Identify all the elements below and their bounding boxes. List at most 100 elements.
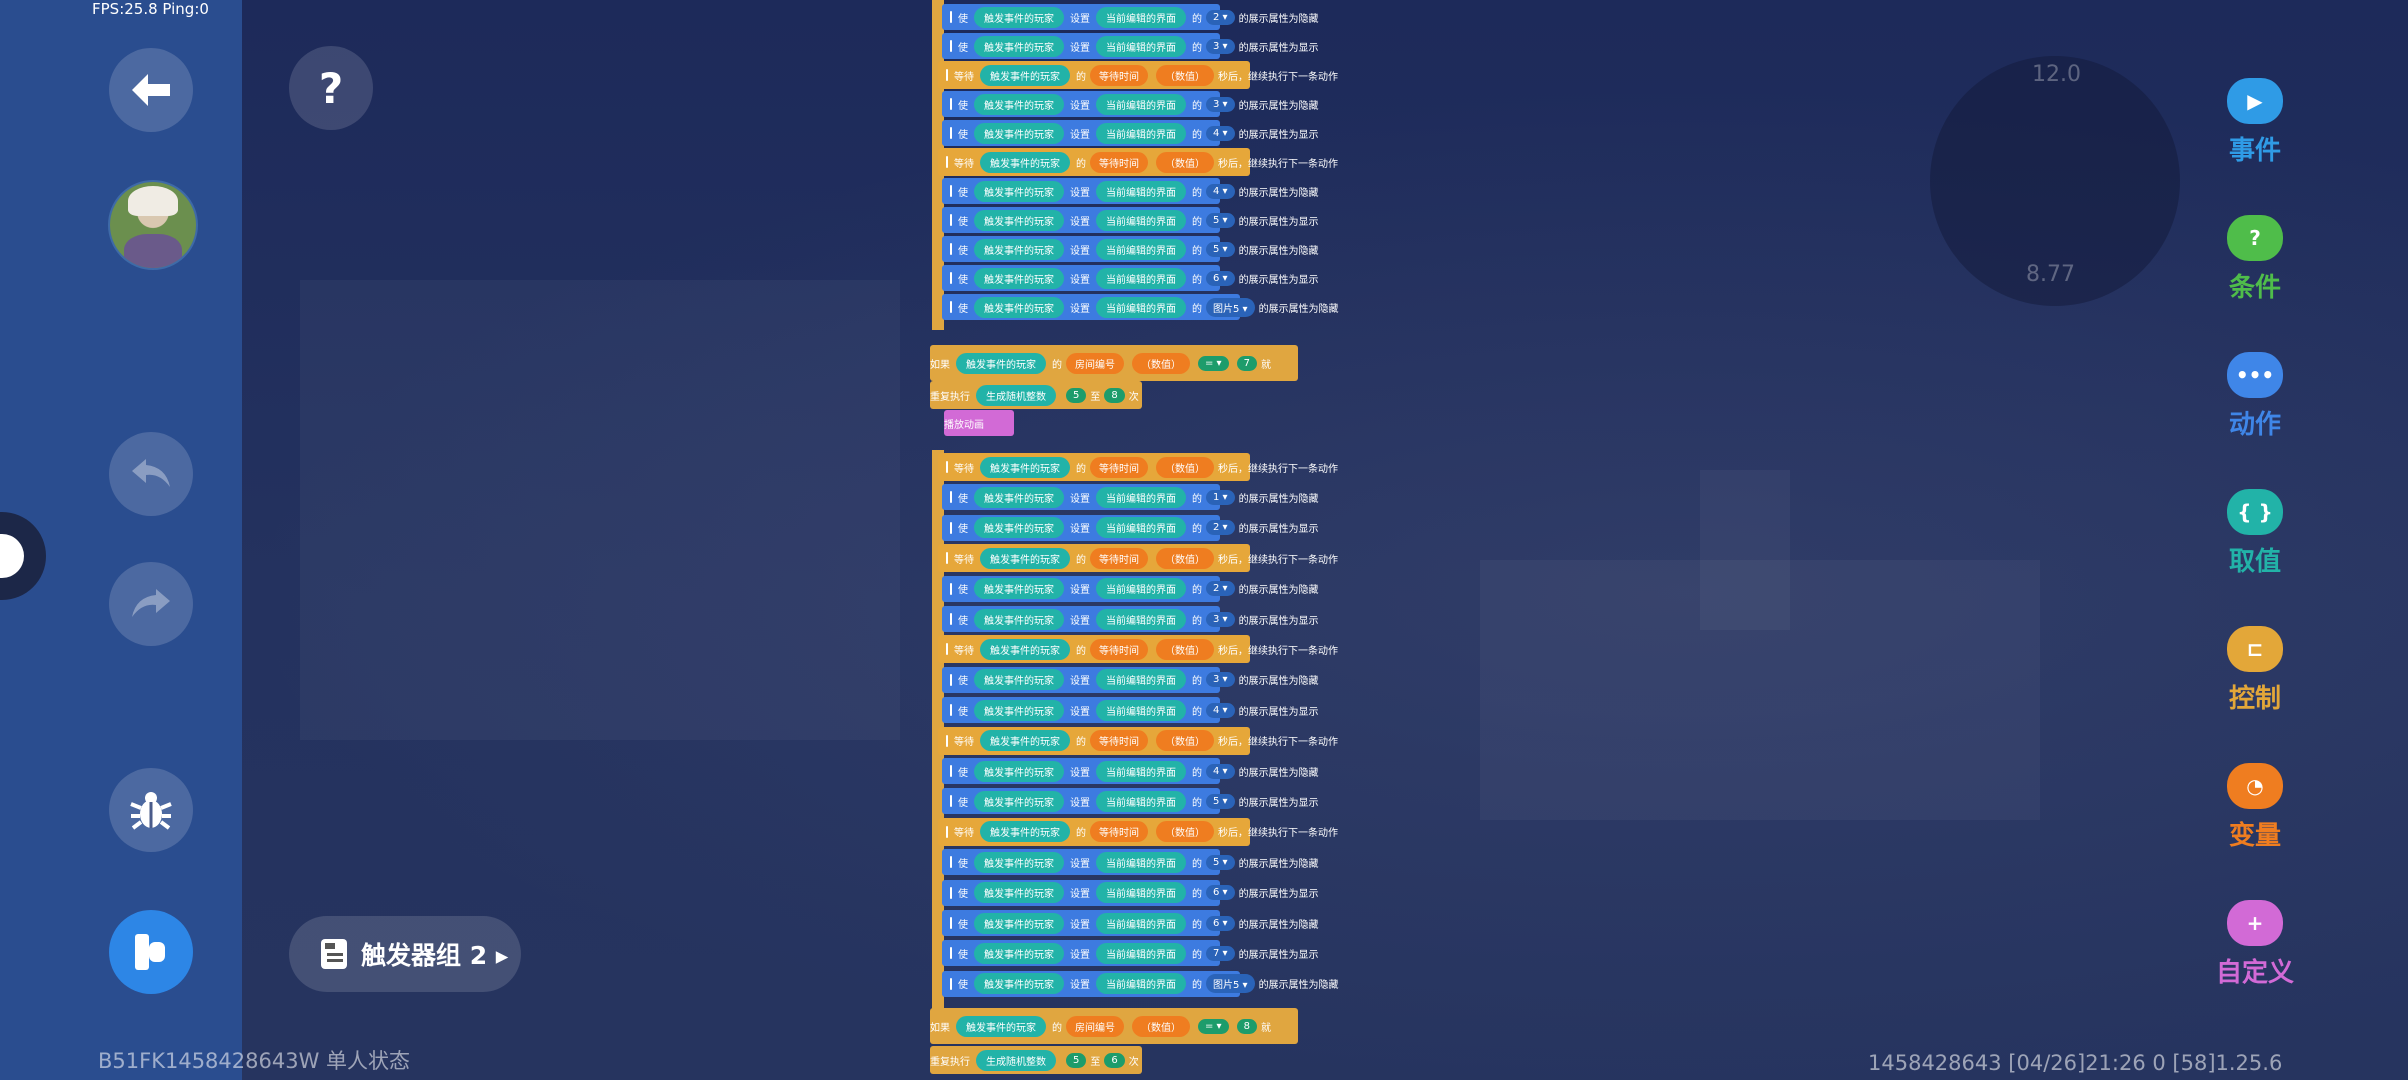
element-dropdown[interactable]: 4 ▾ (1206, 763, 1235, 779)
wait-block[interactable]: 等待 触发事件的玩家的等待时间 （数值） 秒后，继续执行下一条动作 (938, 635, 1338, 664)
set-visibility-block[interactable]: 使触发事件的玩家 设置 当前编辑的界面的 2 ▾ 的展示属性为隐藏 (942, 4, 1319, 30)
element-dropdown[interactable]: 6 ▾ (1206, 885, 1235, 901)
property-slot[interactable]: 等待时间 (1090, 638, 1148, 660)
player-slot[interactable]: 触发事件的玩家 (974, 517, 1064, 539)
player-slot[interactable]: 触发事件的玩家 (956, 352, 1046, 374)
ui-slot[interactable]: 当前编辑的界面 (1096, 760, 1186, 782)
player-slot[interactable]: 触发事件的玩家 (974, 790, 1064, 812)
element-dropdown[interactable]: 1 ▾ (1206, 489, 1235, 505)
room-slot[interactable]: 房间编号 (1066, 352, 1124, 374)
element-dropdown[interactable]: 5 ▾ (1206, 212, 1235, 228)
ui-slot[interactable]: 当前编辑的界面 (1096, 517, 1186, 539)
property-slot[interactable]: 等待时间 (1090, 151, 1148, 173)
number-slot[interactable]: （数值） (1156, 730, 1214, 752)
run-button[interactable] (109, 910, 193, 994)
minimap[interactable]: 12.0 8.77 (1930, 56, 2180, 306)
category-2[interactable]: ••• 动作 (2200, 352, 2310, 441)
element-dropdown[interactable]: 3 ▾ (1206, 672, 1235, 688)
wait-block[interactable]: 等待 触发事件的玩家的等待时间 （数值） 秒后，继续执行下一条动作 (938, 726, 1338, 755)
set-visibility-block[interactable]: 使触发事件的玩家 设置 当前编辑的界面的图片5 ▾ 的展示属性为隐藏 (942, 294, 1339, 320)
element-dropdown[interactable]: 图片5 ▾ (1206, 297, 1255, 317)
set-visibility-block[interactable]: 使触发事件的玩家 设置 当前编辑的界面的 4 ▾ 的展示属性为显示 (942, 120, 1319, 146)
player-slot[interactable]: 触发事件的玩家 (974, 35, 1064, 57)
ui-slot[interactable]: 当前编辑的界面 (1096, 122, 1186, 144)
ui-slot[interactable]: 当前编辑的界面 (1096, 180, 1186, 202)
wait-block[interactable]: 等待 触发事件的玩家的等待时间 （数值） 秒后，继续执行下一条动作 (938, 817, 1338, 846)
set-visibility-block[interactable]: 使触发事件的玩家 设置 当前编辑的界面的 5 ▾ 的展示属性为显示 (942, 207, 1319, 233)
set-visibility-block[interactable]: 使触发事件的玩家 设置 当前编辑的界面的 7 ▾ 的展示属性为显示 (942, 940, 1319, 967)
property-slot[interactable]: 等待时间 (1090, 821, 1148, 843)
player-slot[interactable]: 触发事件的玩家 (980, 821, 1070, 843)
avatar[interactable] (108, 180, 198, 270)
player-slot[interactable]: 触发事件的玩家 (974, 93, 1064, 115)
value-slot[interactable]: 8 (1236, 1018, 1257, 1034)
set-visibility-block[interactable]: 使触发事件的玩家 设置 当前编辑的界面的 6 ▾ 的展示属性为隐藏 (942, 910, 1319, 936)
set-visibility-block[interactable]: 使触发事件的玩家 设置 当前编辑的界面的图片5 ▾ 的展示属性为隐藏 (942, 970, 1339, 997)
set-visibility-block[interactable]: 使触发事件的玩家 设置 当前编辑的界面的 4 ▾ 的展示属性为隐藏 (942, 178, 1319, 204)
player-slot[interactable]: 触发事件的玩家 (974, 608, 1064, 630)
element-dropdown[interactable]: 图片5 ▾ (1206, 974, 1255, 994)
number-slot[interactable]: （数值） (1156, 821, 1214, 843)
player-slot[interactable]: 触发事件的玩家 (974, 267, 1064, 289)
ui-slot[interactable]: 当前编辑的界面 (1096, 669, 1186, 691)
ui-slot[interactable]: 当前编辑的界面 (1096, 699, 1186, 721)
wait-block[interactable]: 等待 触发事件的玩家的等待时间 （数值） 秒后，继续执行下一条动作 (938, 453, 1338, 481)
player-slot[interactable]: 触发事件的玩家 (974, 912, 1064, 934)
ui-slot[interactable]: 当前编辑的界面 (1096, 851, 1186, 873)
ui-slot[interactable]: 当前编辑的界面 (1096, 578, 1186, 600)
category-3[interactable]: { } 取值 (2200, 489, 2310, 578)
set-visibility-block[interactable]: 使触发事件的玩家 设置 当前编辑的界面的 6 ▾ 的展示属性为显示 (942, 879, 1319, 906)
player-slot[interactable]: 触发事件的玩家 (974, 942, 1064, 964)
number-slot[interactable]: （数值） (1156, 547, 1214, 569)
player-slot[interactable]: 触发事件的玩家 (974, 851, 1064, 873)
wait-block[interactable]: 等待 触发事件的玩家的等待时间 （数值） 秒后，继续执行下一条动作 (938, 544, 1338, 573)
operator-dropdown[interactable]: = ▾ (1198, 1018, 1229, 1034)
ui-slot[interactable]: 当前编辑的界面 (1096, 93, 1186, 115)
player-slot[interactable]: 触发事件的玩家 (974, 122, 1064, 144)
player-slot[interactable]: 触发事件的玩家 (974, 209, 1064, 231)
element-dropdown[interactable]: 4 ▾ (1206, 702, 1235, 718)
if-block[interactable]: 如果 触发事件的玩家的房间编号 （数值） = ▾ 7 就 (930, 345, 1298, 381)
player-slot[interactable]: 触发事件的玩家 (974, 180, 1064, 202)
player-slot[interactable]: 触发事件的玩家 (974, 669, 1064, 691)
set-visibility-block[interactable]: 使触发事件的玩家 设置 当前编辑的界面的 2 ▾ 的展示属性为显示 (942, 514, 1319, 541)
wait-block[interactable]: 等待 触发事件的玩家的等待时间 （数值） 秒后，继续执行下一条动作 (938, 61, 1338, 89)
player-slot[interactable]: 触发事件的玩家 (974, 238, 1064, 260)
set-visibility-block[interactable]: 使触发事件的玩家 设置 当前编辑的界面的 3 ▾ 的展示属性为隐藏 (942, 91, 1319, 117)
min-slot[interactable]: 5 (1066, 387, 1087, 403)
ui-slot[interactable]: 当前编辑的界面 (1096, 942, 1186, 964)
number-slot[interactable]: （数值） (1156, 151, 1214, 173)
help-button[interactable]: ? (289, 46, 373, 130)
player-slot[interactable]: 触发事件的玩家 (974, 6, 1064, 28)
number-slot[interactable]: （数值） (1156, 638, 1214, 660)
property-slot[interactable]: 等待时间 (1090, 547, 1148, 569)
player-slot[interactable]: 触发事件的玩家 (974, 578, 1064, 600)
player-slot[interactable]: 触发事件的玩家 (974, 296, 1064, 318)
ui-slot[interactable]: 当前编辑的界面 (1096, 6, 1186, 28)
player-slot[interactable]: 触发事件的玩家 (980, 547, 1070, 569)
ui-slot[interactable]: 当前编辑的界面 (1096, 35, 1186, 57)
element-dropdown[interactable]: 2 ▾ (1206, 9, 1235, 25)
player-slot[interactable]: 触发事件的玩家 (974, 973, 1064, 995)
element-dropdown[interactable]: 2 ▾ (1206, 520, 1235, 536)
element-dropdown[interactable]: 4 ▾ (1206, 183, 1235, 199)
player-slot[interactable]: 触发事件的玩家 (980, 151, 1070, 173)
player-slot[interactable]: 触发事件的玩家 (980, 638, 1070, 660)
number-slot[interactable]: （数值） (1156, 456, 1214, 478)
property-slot[interactable]: 等待时间 (1090, 730, 1148, 752)
wait-block[interactable]: 等待 触发事件的玩家的等待时间 （数值） 秒后，继续执行下一条动作 (938, 148, 1338, 176)
repeat-block[interactable]: 重复执行 生成随机整数 5 至 6 次 (930, 1046, 1142, 1074)
number-slot[interactable]: （数值） (1156, 64, 1214, 86)
ui-slot[interactable]: 当前编辑的界面 (1096, 486, 1186, 508)
set-visibility-block[interactable]: 使触发事件的玩家 设置 当前编辑的界面的 5 ▾ 的展示属性为隐藏 (942, 236, 1319, 262)
element-dropdown[interactable]: 3 ▾ (1206, 96, 1235, 112)
ui-slot[interactable]: 当前编辑的界面 (1096, 238, 1186, 260)
back-button[interactable] (109, 48, 193, 132)
trigger-group-button[interactable]: 触发器组 2 ▸ (289, 916, 521, 992)
number-slot[interactable]: （数值） (1132, 1015, 1190, 1037)
ui-slot[interactable]: 当前编辑的界面 (1096, 790, 1186, 812)
element-dropdown[interactable]: 2 ▾ (1206, 581, 1235, 597)
value-slot[interactable]: 7 (1236, 355, 1257, 371)
set-visibility-block[interactable]: 使触发事件的玩家 设置 当前编辑的界面的 4 ▾ 的展示属性为显示 (942, 697, 1319, 724)
player-slot[interactable]: 触发事件的玩家 (974, 486, 1064, 508)
